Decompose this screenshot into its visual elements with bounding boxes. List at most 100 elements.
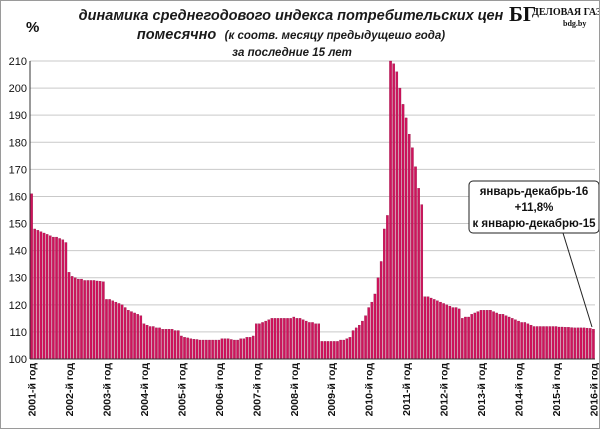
bar (80, 278, 83, 360)
bar (70, 276, 74, 360)
bar (482, 310, 486, 360)
bar (83, 280, 86, 360)
bar (86, 280, 90, 360)
logo-name: ДЕЛОВАЯ ГАЗЕТА (532, 7, 600, 18)
x-tick-label: 2007-й год (251, 363, 263, 417)
bar (333, 341, 336, 360)
annotation-pointer (562, 232, 593, 328)
bar (30, 193, 33, 360)
bar (130, 311, 133, 360)
bar (373, 293, 377, 360)
bar (239, 338, 242, 360)
bar (429, 297, 433, 360)
bar (476, 311, 480, 360)
bar (139, 315, 143, 360)
bar (579, 327, 583, 360)
bar (567, 327, 570, 360)
bar (408, 133, 411, 360)
bar (589, 328, 592, 360)
bar (77, 278, 80, 360)
bar (542, 326, 545, 360)
bar (230, 339, 233, 360)
bar (123, 307, 127, 360)
bar (201, 339, 205, 360)
bar (551, 326, 555, 360)
bar (545, 326, 548, 360)
chart-title-sub: (к соотв. месяцу предыдущешо года) (225, 30, 446, 42)
bar (95, 280, 99, 360)
bar (314, 323, 317, 360)
bar (251, 335, 255, 360)
bar (292, 316, 296, 360)
bar (473, 312, 477, 360)
bar (520, 322, 523, 360)
bar (217, 339, 221, 360)
bar (395, 71, 399, 360)
annotation-line-3: к январю-декабрю-15 (472, 218, 596, 230)
bar (173, 330, 177, 360)
x-tick-label: 2009-й год (326, 363, 338, 417)
bar (351, 330, 355, 360)
bar (317, 323, 321, 360)
bar (392, 63, 395, 360)
logo: БГ ДЕЛОВАЯ ГАЗЕТА bdg.by (509, 2, 600, 28)
bar (379, 261, 383, 360)
bar (398, 87, 402, 360)
y-tick-label: 120 (9, 300, 27, 312)
x-tick-label: 2011-й год (401, 363, 413, 416)
bar (326, 341, 330, 360)
bar (582, 327, 586, 360)
bar (535, 326, 539, 360)
bar (280, 318, 283, 360)
bar (289, 318, 292, 360)
bar (45, 234, 49, 360)
bar (442, 303, 445, 360)
bar (298, 318, 302, 360)
bar (273, 318, 277, 360)
bar (345, 338, 349, 360)
bar (92, 280, 96, 360)
bar (295, 318, 299, 360)
bar (167, 329, 171, 360)
bar (576, 327, 580, 360)
bar (464, 316, 467, 360)
x-tick-label: 2001-й год (27, 363, 39, 417)
x-tick-labels: 2001-й год 2002-й год 2003-й год 2004-й год… (27, 363, 599, 417)
bar (451, 307, 455, 360)
bar (592, 329, 595, 360)
bar (142, 323, 146, 360)
bar (189, 338, 193, 360)
bar (145, 324, 149, 360)
y-tick-label: 210 (9, 56, 27, 68)
x-tick-label: 2008-й год (289, 363, 301, 417)
annotation-line-1: январь-декабрь-16 (480, 186, 589, 198)
bar (539, 326, 542, 360)
bar (323, 341, 327, 360)
bar (311, 322, 314, 360)
bar (33, 228, 36, 360)
bar (320, 341, 324, 360)
bar (180, 335, 183, 360)
bar (529, 324, 533, 360)
bar (74, 277, 77, 360)
bar (155, 327, 158, 360)
bar (467, 316, 470, 360)
bar (111, 300, 114, 360)
bar (108, 299, 111, 360)
bar (417, 188, 420, 360)
bar (486, 310, 489, 360)
bar (560, 326, 564, 360)
bar (120, 304, 124, 360)
bar (226, 338, 230, 360)
bar (564, 327, 567, 360)
y-tick-label: 170 (9, 164, 27, 176)
bar (183, 337, 186, 360)
y-tick-label: 110 (9, 327, 27, 339)
chart-title: динамика среднегодового индекса потребит… (79, 8, 504, 24)
bar (192, 339, 196, 360)
bar (498, 314, 502, 360)
x-tick-label: 2006-й год (214, 363, 226, 417)
bar (170, 329, 174, 360)
bar (454, 307, 458, 360)
bar (354, 327, 358, 360)
